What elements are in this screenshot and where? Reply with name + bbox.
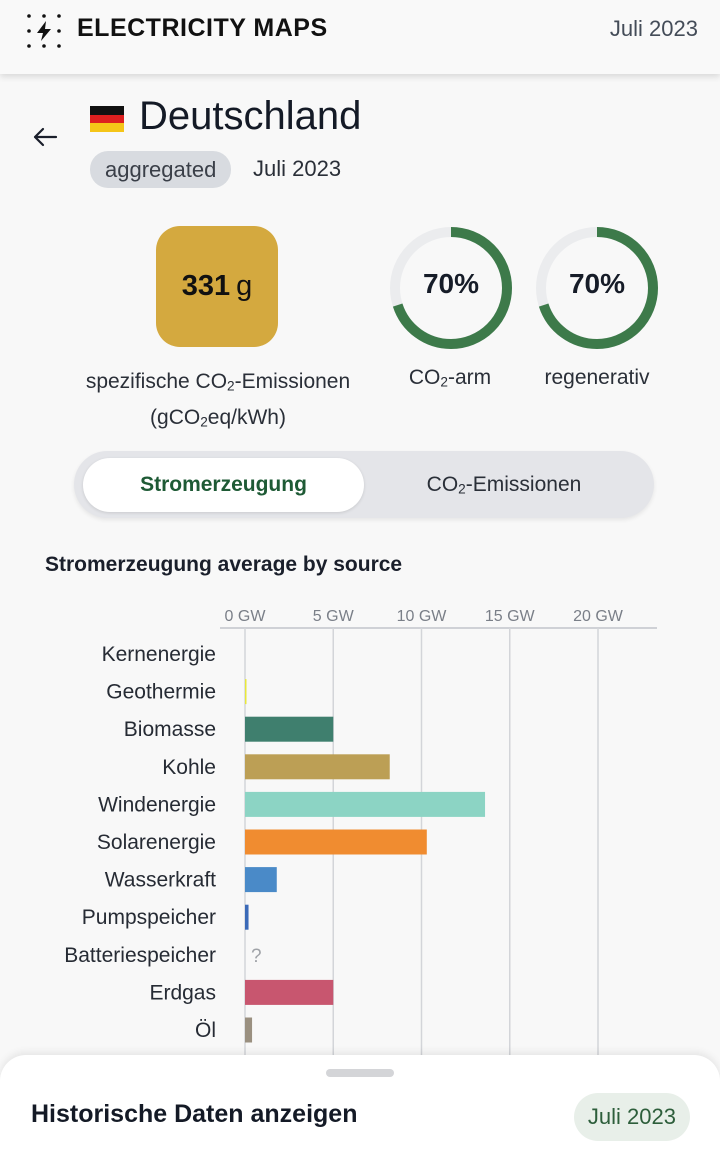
zone-name: Deutschland	[139, 94, 362, 138]
category-label: Windenergie	[98, 793, 216, 816]
aggregated-badge: aggregated	[90, 151, 232, 188]
category-label: Solarenergie	[97, 831, 216, 854]
x-tick-label: 10 GW	[397, 608, 448, 625]
label-text: -Emissionen	[234, 370, 351, 393]
label-text: eq/kWh)	[207, 405, 286, 429]
category-label: Kohle	[162, 756, 216, 779]
app-title[interactable]: ELECTRICITY MAPS	[77, 14, 328, 42]
category-label: Biomasse	[124, 718, 216, 741]
label-text: CO	[426, 473, 459, 496]
label-sub: 2	[458, 481, 466, 497]
category-label: Kernenergie	[102, 643, 216, 666]
mode-toggle: Stromerzeugung CO2-Emissionen	[74, 451, 654, 518]
germany-flag	[90, 106, 124, 132]
chart-title: Stromerzeugung average by source	[45, 553, 403, 576]
x-tick-label: 20 GW	[573, 608, 624, 625]
label-text: -Emissionen	[465, 473, 582, 496]
bar[interactable]	[245, 979, 334, 1005]
category-label: Wasserkraft	[105, 869, 216, 892]
x-tick-label: 15 GW	[485, 608, 536, 625]
carbon-intensity-unit: g	[236, 270, 253, 302]
category-label: Erdgas	[149, 981, 216, 1004]
top-bar: ELECTRICITY MAPS Juli 2023	[0, 0, 720, 74]
renewable-ring[interactable]	[535, 226, 659, 350]
bar[interactable]	[245, 1017, 253, 1043]
tab-co2-emissionen[interactable]: CO2-Emissionen	[364, 458, 644, 512]
bar[interactable]	[245, 791, 486, 817]
drag-handle[interactable]	[326, 1069, 394, 1077]
bar[interactable]	[245, 904, 249, 930]
zone-date: Juli 2023	[253, 156, 342, 181]
bar[interactable]	[245, 867, 277, 893]
category-label: Pumpspeicher	[82, 906, 216, 929]
bar[interactable]	[245, 829, 427, 855]
x-tick-label: 0 GW	[225, 608, 267, 625]
bottom-sheet[interactable]: Historische Daten anzeigen Juli 2023	[0, 1055, 720, 1155]
bar[interactable]	[245, 754, 390, 780]
label-sub: 2	[227, 378, 235, 394]
production-bar-chart: 0 GW 5 GW 10 GW 15 GW 20 GW Kernenergie Geothe…	[64, 608, 657, 1055]
category-label: Geothermie	[106, 681, 216, 704]
arrow-left-icon[interactable]	[30, 122, 60, 152]
renewable-ring-fill	[536, 227, 658, 349]
category-label: Öl	[195, 1019, 216, 1042]
label-text: CO	[408, 366, 441, 389]
low-carbon-value: 70%	[422, 268, 480, 299]
renewable-value: 70%	[568, 268, 626, 299]
label-text: -arm	[447, 366, 492, 389]
lightning-grid-icon[interactable]	[24, 12, 64, 48]
renewable-label: regenerativ	[544, 366, 650, 389]
low-carbon-label: CO2-arm	[370, 366, 530, 390]
bar[interactable]	[245, 679, 247, 705]
carbon-intensity-value: 331	[181, 270, 231, 302]
x-tick-label: 5 GW	[313, 608, 355, 625]
label-text: (gCO	[150, 405, 201, 429]
carbon-intensity-label: spezifische CO2-Emissionen (gCO2eq/kWh)	[40, 366, 396, 437]
tab-stromerzeugung[interactable]: Stromerzeugung	[83, 458, 364, 512]
unknown-value-marker: ?	[251, 946, 262, 967]
historical-date-chip[interactable]: Juli 2023	[573, 1093, 690, 1141]
label-sub: 2	[200, 414, 208, 430]
label-text: spezifische CO	[85, 370, 228, 393]
bar[interactable]	[245, 716, 334, 742]
historical-data-title[interactable]: Historische Daten anzeigen	[31, 1100, 358, 1128]
low-carbon-ring[interactable]	[389, 226, 513, 350]
carbon-intensity-box: 331 g	[156, 226, 278, 347]
low-carbon-ring-fill	[390, 227, 512, 349]
label-sub: 2	[440, 374, 448, 390]
header-date[interactable]: Juli 2023	[609, 16, 698, 41]
category-label: Batteriespeicher	[64, 944, 216, 967]
